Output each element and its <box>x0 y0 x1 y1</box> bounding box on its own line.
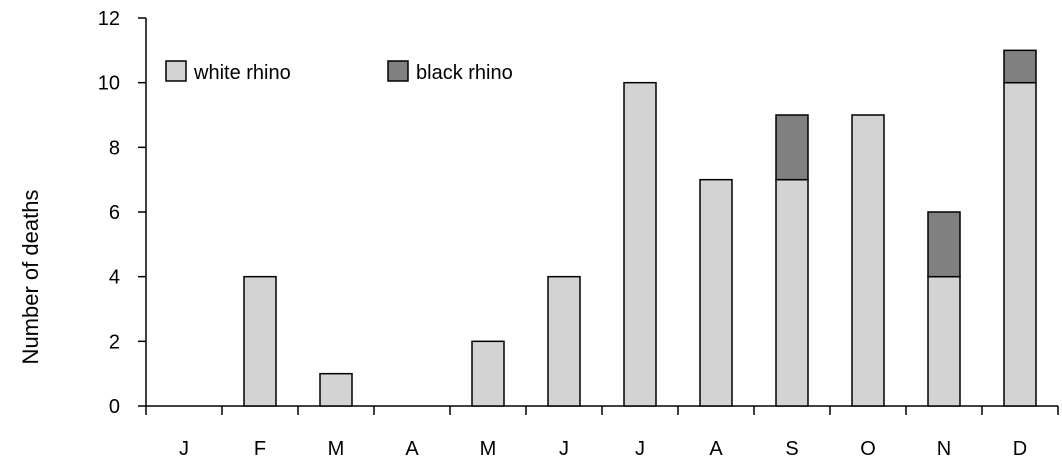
bar-white-rhino <box>547 275 581 407</box>
bar-black-rhino <box>775 114 809 181</box>
bar-white-rhino <box>851 114 885 407</box>
y-axis-title-group: Number of deaths <box>18 190 43 365</box>
x-tick-label: J <box>635 438 645 460</box>
bar-white-rhino <box>471 340 505 407</box>
x-tick-label: A <box>709 438 723 460</box>
x-tick-label: S <box>785 438 798 460</box>
x-tick-label: A <box>405 438 419 460</box>
x-tick-label: J <box>179 438 189 460</box>
bar-white-rhino <box>699 178 733 407</box>
bar-white-rhino <box>623 81 657 407</box>
legend-label-white-rhino: white rhino <box>193 62 291 84</box>
axes: 0 2 4 6 8 10 12 J F M A M J J A S O N D <box>98 8 1059 460</box>
y-tick-label: 4 <box>109 267 120 289</box>
x-tick-label: F <box>254 438 266 460</box>
x-tick-label: J <box>559 438 569 460</box>
legend: white rhino black rhino <box>165 60 513 84</box>
x-tick-label: M <box>328 438 345 460</box>
legend-label-black-rhino: black rhino <box>416 62 513 84</box>
x-tick-label: O <box>860 438 876 460</box>
bar-white-rhino <box>927 275 961 407</box>
y-tick-label: 6 <box>109 202 120 224</box>
bar-white-rhino <box>1003 81 1037 407</box>
bar-white-rhino <box>775 178 809 407</box>
bar-white-rhino <box>243 275 277 407</box>
y-tick-label: 8 <box>109 137 120 159</box>
bar-black-rhino <box>1003 49 1037 84</box>
bar-white-rhino <box>319 372 353 407</box>
y-axis-title: Number of deaths <box>18 190 43 365</box>
y-tick-label: 0 <box>109 396 120 418</box>
legend-swatch-black-rhino <box>387 60 409 82</box>
x-tick-label: N <box>937 438 951 460</box>
legend-swatch-white-rhino <box>165 60 187 82</box>
y-tick-label: 12 <box>98 8 120 30</box>
x-tick-label: D <box>1013 438 1027 460</box>
y-tick-label: 10 <box>98 73 120 95</box>
bar-black-rhino <box>927 211 961 278</box>
y-tick-label: 2 <box>109 331 120 353</box>
x-tick-label: M <box>480 438 497 460</box>
bars <box>243 49 1037 407</box>
